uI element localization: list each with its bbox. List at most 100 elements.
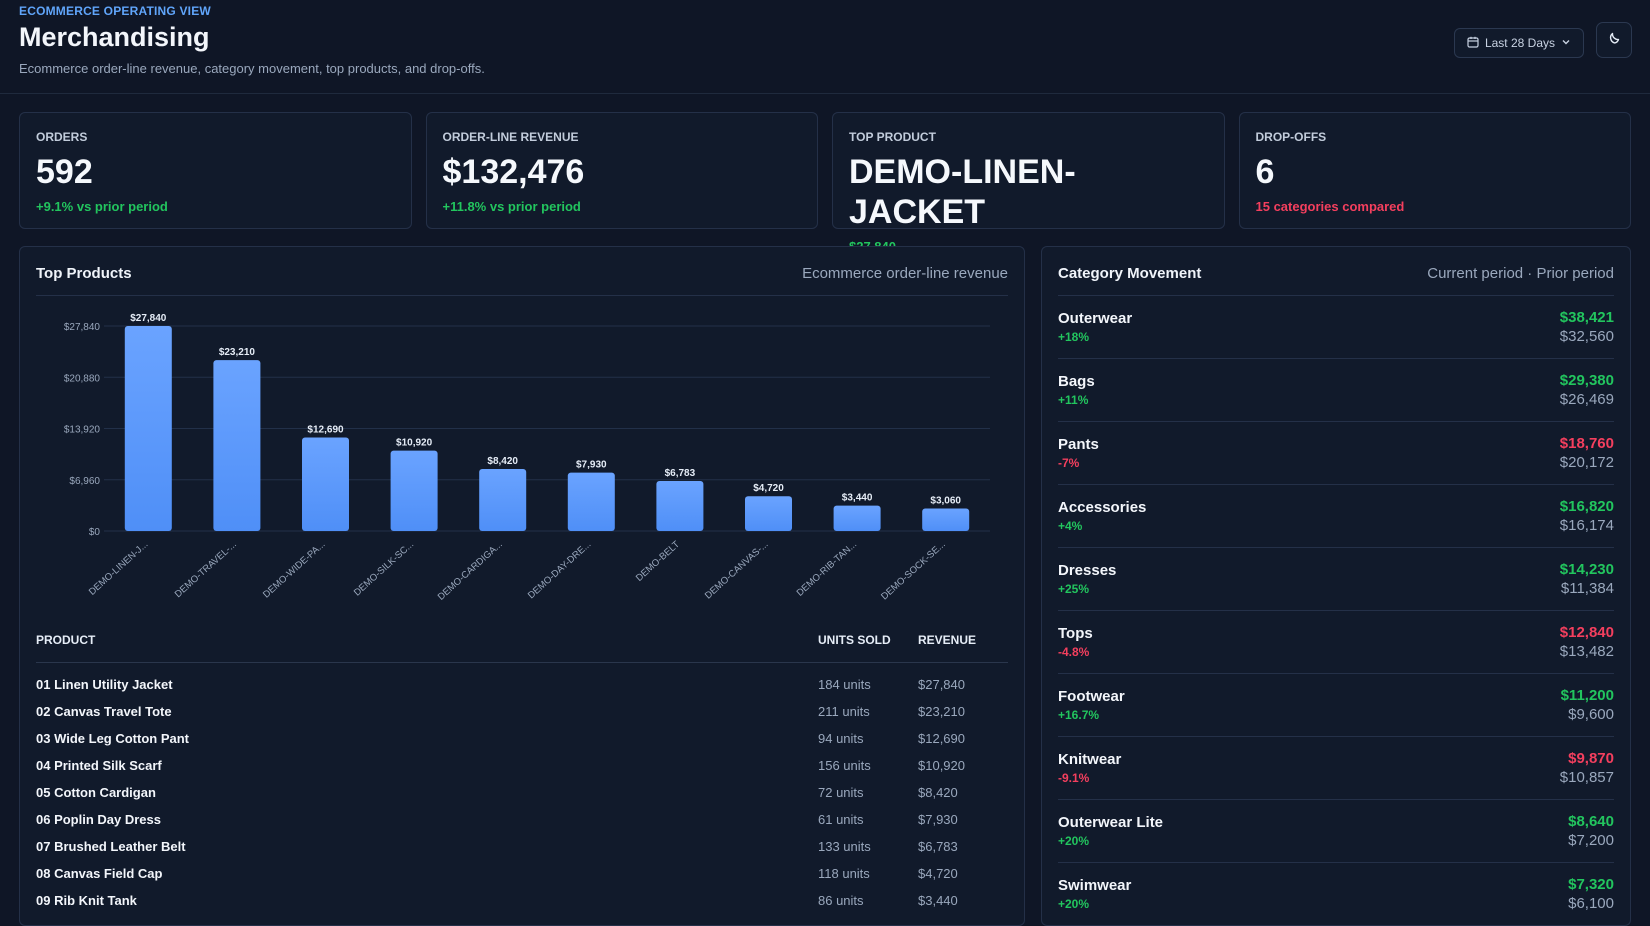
units-sold: 118 units — [818, 866, 870, 881]
category-row[interactable]: Footwear +16.7% $11,200 $9,600 — [1058, 674, 1614, 737]
category-change: -7% — [1058, 456, 1080, 470]
product-name: 04 Printed Silk Scarf — [36, 758, 162, 773]
revenue: $4,720 — [918, 866, 958, 881]
panel-header: Top Products Ecommerce order-line revenu… — [36, 247, 1008, 296]
category-prior: $9,600 — [1568, 706, 1614, 723]
x-tick-label: DEMO-CANVAS-... — [703, 539, 771, 601]
date-range-button[interactable]: Last 28 Days — [1453, 28, 1584, 58]
top-products-panel: Top Products Ecommerce order-line revenu… — [19, 246, 1025, 926]
category-current: $18,760 — [1559, 435, 1614, 452]
data-label: $12,690 — [307, 425, 344, 436]
category-name: Outerwear — [1058, 310, 1133, 327]
category-row[interactable]: Outerwear +18% $38,421 $32,560 — [1058, 296, 1614, 359]
table-header: PRODUCT UNITS SOLD REVENUE — [36, 633, 1008, 663]
product-name: 03 Wide Leg Cotton Pant — [36, 731, 189, 746]
category-name: Bags — [1058, 373, 1095, 390]
kpi-delta: +9.1% vs prior period — [36, 199, 168, 214]
category-list: Outerwear +18% $38,421 $32,560 Bags +11% $29,… — [1058, 296, 1614, 925]
column-header-product[interactable]: PRODUCT — [36, 633, 96, 647]
x-tick-label: DEMO-TRAVEL-... — [173, 539, 239, 600]
revenue: $10,920 — [918, 758, 965, 773]
data-label: $10,920 — [396, 438, 433, 449]
panel-meta: Current period · Prior period — [1427, 264, 1614, 282]
revenue: $3,440 — [918, 893, 958, 908]
y-tick-label: $27,840 — [64, 322, 101, 333]
units-sold: 61 units — [818, 812, 864, 827]
category-name: Footwear — [1058, 688, 1125, 705]
data-label: $7,930 — [576, 460, 607, 471]
category-name: Dresses — [1058, 562, 1117, 579]
top-products-bar-chart: $0 $6,960 $13,920 $20,880 $27,840 $27,840 DEMO… — [64, 313, 990, 603]
revenue: $7,930 — [918, 812, 958, 827]
bar — [745, 496, 792, 531]
category-name: Swimwear — [1058, 877, 1132, 894]
data-label: $8,420 — [487, 456, 518, 467]
table-row[interactable]: 09 Rib Knit Tank 86 units $3,440 — [36, 887, 1008, 914]
category-change: +20% — [1058, 834, 1090, 848]
revenue: $12,690 — [918, 731, 965, 746]
category-prior: $13,482 — [1559, 643, 1614, 660]
category-change: -9.1% — [1058, 771, 1090, 785]
panel-meta: Ecommerce order-line revenue — [802, 264, 1008, 282]
bar — [656, 481, 704, 531]
revenue: $6,783 — [918, 839, 958, 854]
data-label: $4,720 — [753, 483, 784, 494]
category-name: Outerwear Lite — [1058, 814, 1164, 831]
category-prior: $7,200 — [1568, 832, 1614, 849]
y-tick-label: $6,960 — [69, 476, 100, 487]
category-row[interactable]: Outerwear Lite +20% $8,640 $7,200 — [1058, 800, 1614, 863]
units-sold: 156 units — [818, 758, 871, 773]
data-label: $3,060 — [930, 495, 961, 506]
data-label: $23,210 — [219, 347, 256, 358]
table-row[interactable]: 01 Linen Utility Jacket 184 units $27,840 — [36, 671, 1008, 698]
kpi-card-top-product: TOP PRODUCT DEMO-LINEN-JACKET $27,840 — [832, 112, 1225, 254]
kpi-card-revenue: ORDER-LINE REVENUE $132,476 +11.8% vs pr… — [425, 112, 818, 229]
category-row[interactable]: Pants -7% $18,760 $20,172 — [1058, 422, 1614, 485]
table-row[interactable]: 03 Wide Leg Cotton Pant 94 units $12,690 — [36, 725, 1008, 752]
bar — [922, 508, 970, 531]
category-prior: $16,174 — [1559, 517, 1614, 534]
category-row[interactable]: Swimwear +20% $7,320 $6,100 — [1058, 863, 1614, 925]
y-tick-label: $0 — [89, 527, 101, 538]
product-name: 05 Cotton Cardigan — [36, 785, 156, 800]
category-prior: $6,100 — [1568, 895, 1614, 912]
product-name: 09 Rib Knit Tank — [36, 893, 137, 908]
table-row[interactable]: 08 Canvas Field Cap 118 units $4,720 — [36, 860, 1008, 887]
units-sold: 211 units — [818, 704, 870, 719]
category-row[interactable]: Dresses +25% $14,230 $11,384 — [1058, 548, 1614, 611]
category-row[interactable]: Accessories +4% $16,820 $16,174 — [1058, 485, 1614, 548]
calendar-icon — [1467, 36, 1479, 51]
column-header-revenue[interactable]: REVENUE — [918, 633, 977, 647]
category-row[interactable]: Tops -4.8% $12,840 $13,482 — [1058, 611, 1614, 674]
table-row[interactable]: 04 Printed Silk Scarf 156 units $10,920 — [36, 752, 1008, 779]
column-header-units[interactable]: UNITS SOLD — [818, 633, 891, 647]
category-prior: $32,560 — [1559, 328, 1614, 345]
theme-toggle-button[interactable] — [1596, 22, 1632, 58]
category-prior: $20,172 — [1559, 454, 1614, 471]
category-current: $9,870 — [1568, 750, 1614, 767]
kpi-value: DEMO-LINEN-JACKET — [849, 153, 1076, 231]
units-sold: 184 units — [818, 677, 871, 692]
category-row[interactable]: Bags +11% $29,380 $26,469 — [1058, 359, 1614, 422]
category-current: $38,421 — [1559, 309, 1614, 326]
category-change: +16.7% — [1058, 708, 1100, 722]
category-current: $14,230 — [1559, 561, 1614, 578]
page-title: Merchandising — [19, 22, 210, 52]
kpi-delta: 15 categories compared — [1255, 199, 1405, 214]
panel-title: Category Movement — [1058, 264, 1202, 282]
page-subtitle: Ecommerce order-line revenue, category m… — [19, 61, 485, 76]
category-name: Pants — [1058, 436, 1099, 453]
page-header: ECOMMERCE OPERATING VIEW Merchandising E… — [0, 0, 1650, 94]
units-sold: 86 units — [818, 893, 864, 908]
chevron-down-icon — [1561, 36, 1571, 50]
category-prior: $11,384 — [1560, 580, 1614, 597]
table-row[interactable]: 02 Canvas Travel Tote 211 units $23,210 — [36, 698, 1008, 725]
category-row[interactable]: Knitwear -9.1% $9,870 $10,857 — [1058, 737, 1614, 800]
table-row[interactable]: 05 Cotton Cardigan 72 units $8,420 — [36, 779, 1008, 806]
table-row[interactable]: 07 Brushed Leather Belt 133 units $6,783 — [36, 833, 1008, 860]
kpi-value: $132,476 — [442, 153, 585, 191]
table-row[interactable]: 06 Poplin Day Dress 61 units $7,930 — [36, 806, 1008, 833]
category-name: Tops — [1058, 625, 1093, 642]
x-tick-label: DEMO-SOCK-SE... — [879, 539, 948, 602]
data-label: $6,783 — [665, 468, 696, 479]
